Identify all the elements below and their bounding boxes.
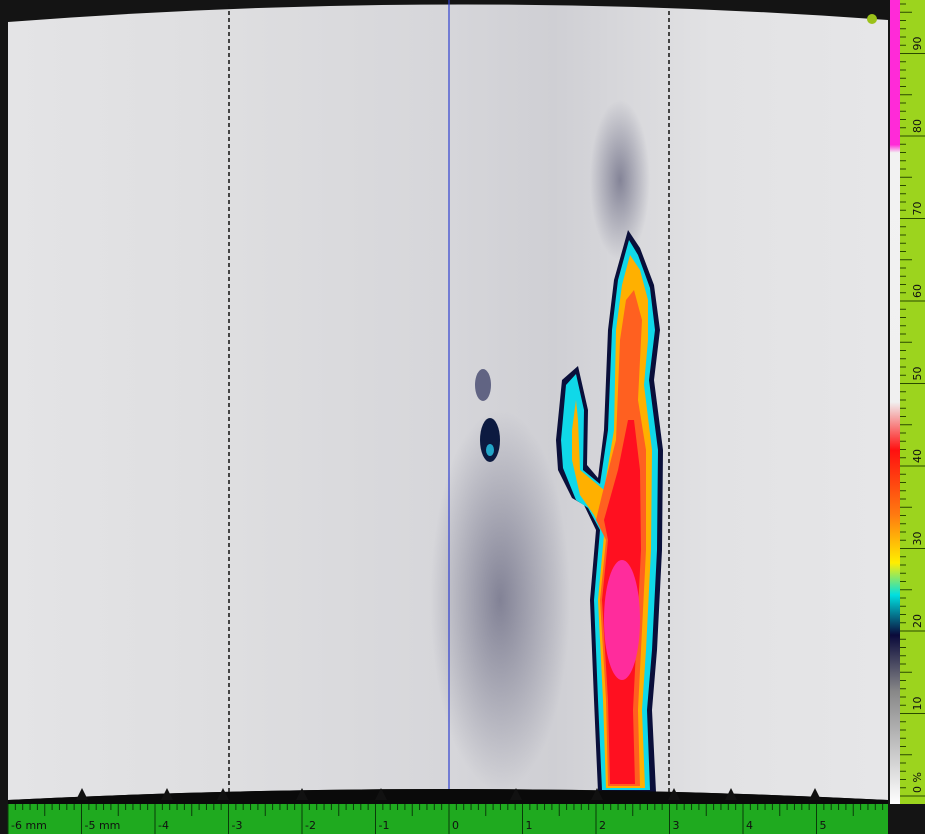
ruler-label: -4 <box>158 819 169 832</box>
ruler-label: -5 mm <box>85 819 121 832</box>
scan-image <box>8 4 888 800</box>
probe-marker <box>161 788 173 800</box>
ruler-label: -6 mm <box>11 819 47 832</box>
ruler-label: 1 <box>526 819 533 832</box>
probe-marker <box>217 788 229 800</box>
probe-marker <box>809 788 821 800</box>
scale-label: 0 % <box>911 772 924 793</box>
scale-label: 60 <box>911 284 924 298</box>
scale-label: 50 <box>911 367 924 381</box>
ruler-label: 5 <box>820 819 827 832</box>
scale-label: 90 <box>911 37 924 51</box>
probe-marker <box>375 788 387 800</box>
scan-shadow <box>430 410 570 790</box>
probe-marker <box>296 788 308 800</box>
ruler-label: 0 <box>452 819 459 832</box>
ruler-marks <box>7 3 925 834</box>
ruler-label: 3 <box>673 819 680 832</box>
probe-marker <box>591 788 603 800</box>
scan-spot <box>480 418 500 462</box>
indication <box>556 230 663 792</box>
scale-label: 10 <box>911 697 924 711</box>
scan-spot <box>486 444 494 456</box>
probe-marker <box>76 788 88 800</box>
ruler-label: 2 <box>599 819 606 832</box>
probe-marker <box>668 788 680 800</box>
ruler-edge <box>8 789 888 804</box>
probe-marker <box>725 788 737 800</box>
ruler-label: -3 <box>232 819 243 832</box>
labels: -6 mm -5 mm -4 -3 -2 -1 0 1 2 3 4 5 0 % 10 20 30 40 50 60 7… <box>11 37 924 833</box>
scan-shadow <box>590 100 650 260</box>
ruler-label: -1 <box>379 819 390 832</box>
scale-label: 40 <box>911 449 924 463</box>
color-bar <box>890 0 900 804</box>
probe-marker <box>510 788 522 800</box>
status-dot <box>867 14 877 24</box>
scale-label: 80 <box>911 119 924 133</box>
ruler-label: 4 <box>746 819 753 832</box>
scale-label: 20 <box>911 614 924 628</box>
scale-label: 70 <box>911 202 924 216</box>
scan-spot <box>475 369 491 401</box>
ruler-label: -2 <box>305 819 316 832</box>
color-scale <box>900 0 925 804</box>
scale-label: 30 <box>911 532 924 546</box>
